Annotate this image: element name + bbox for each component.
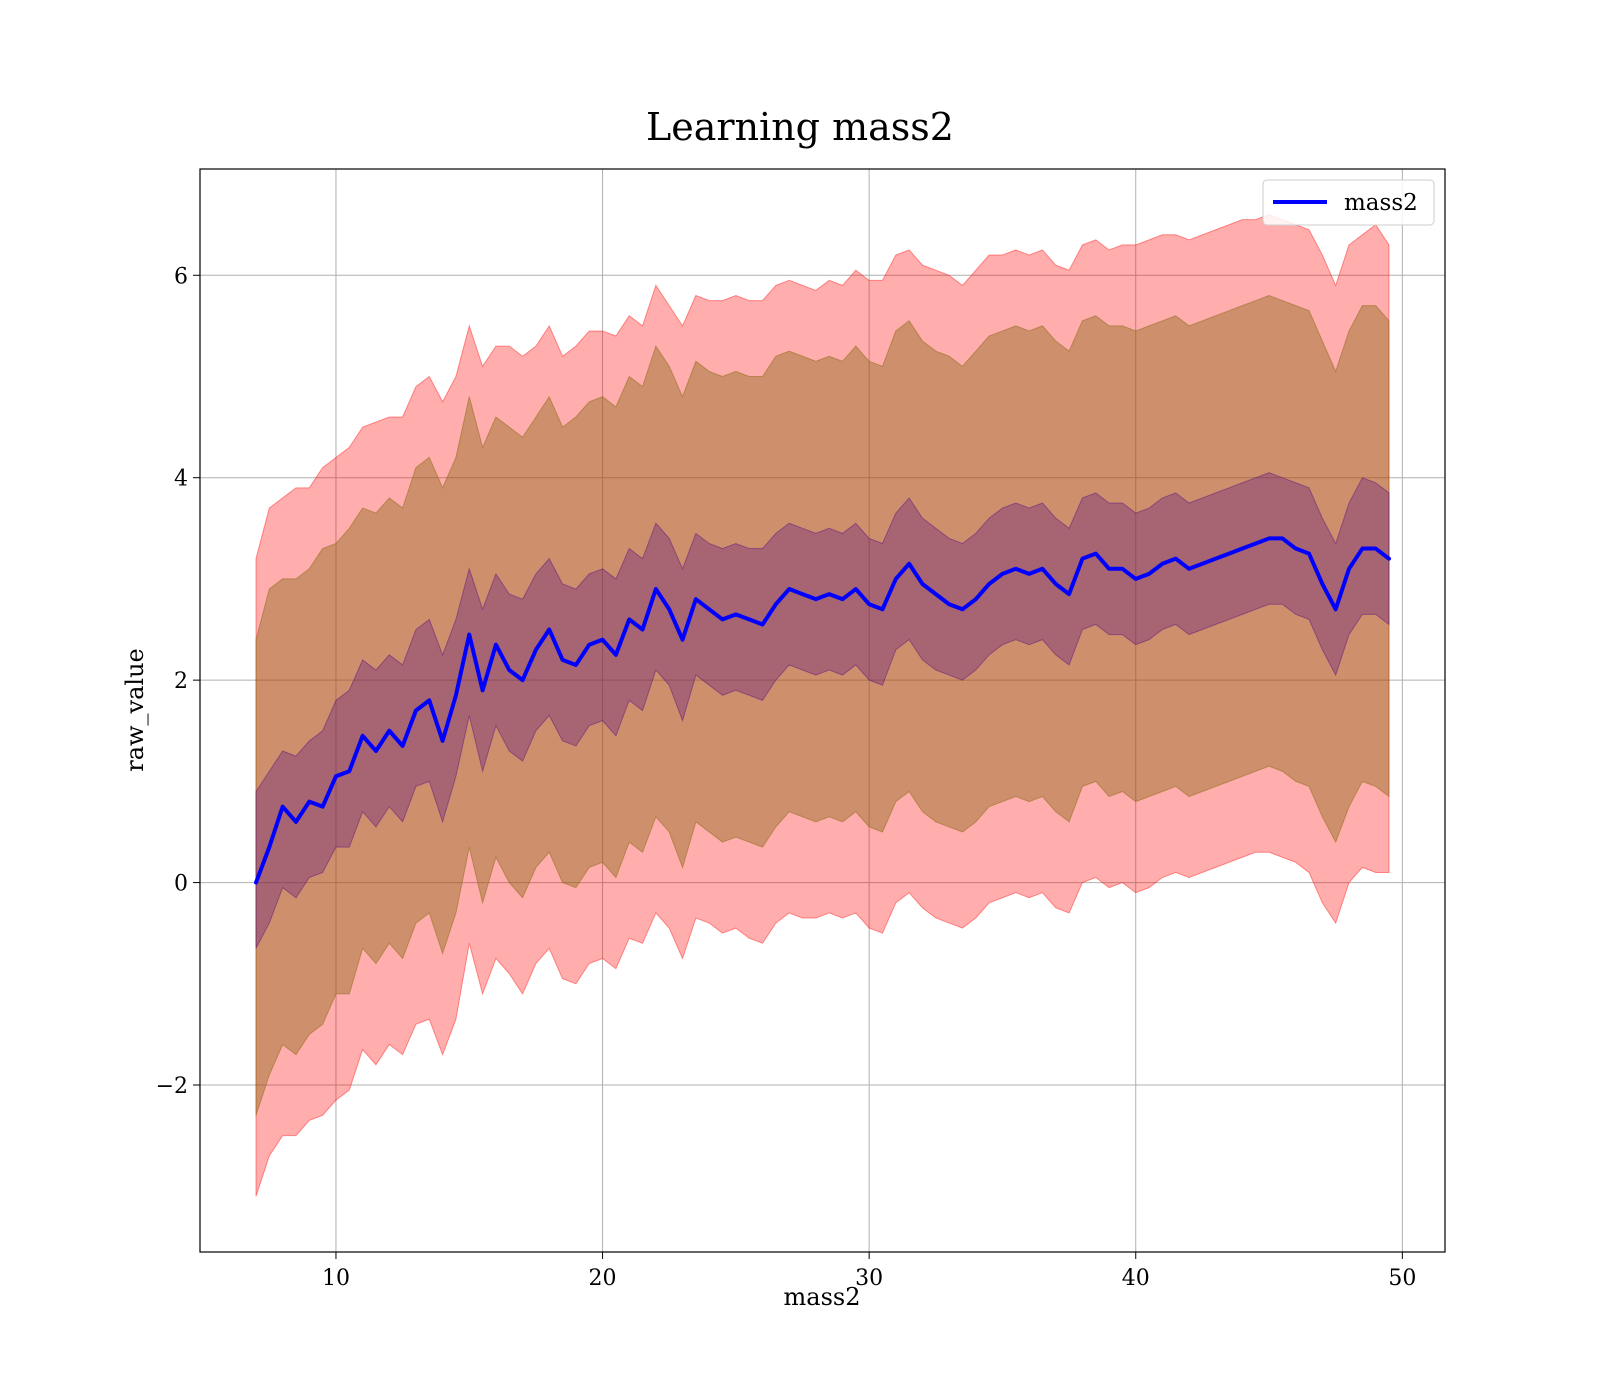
chart-title: Learning mass2 xyxy=(646,105,954,149)
band-outer xyxy=(255,214,1390,1197)
y-axis-ticks: −2 0 2 4 6 xyxy=(156,264,200,1099)
x-tick-label-0: 10 xyxy=(322,1266,350,1291)
y-tick-label-4: 6 xyxy=(174,264,188,289)
y-tick-label-1: 0 xyxy=(174,872,188,897)
y-axis-label: raw_value xyxy=(121,648,149,772)
x-tick-label-1: 20 xyxy=(589,1266,617,1291)
x-axis-label: mass2 xyxy=(784,1283,861,1311)
x-axis-ticks: 10 20 30 40 50 xyxy=(322,1252,1416,1291)
grid xyxy=(200,169,1445,1252)
y-tick-label-2: 2 xyxy=(174,669,188,694)
confidence-bands xyxy=(255,214,1390,1197)
x-tick-label-3: 40 xyxy=(1122,1266,1150,1291)
y-tick-label-3: 4 xyxy=(174,467,188,492)
band-middle xyxy=(255,294,1390,1116)
x-tick-label-2: 30 xyxy=(855,1266,883,1291)
mean-line-layer xyxy=(253,536,1392,885)
y-tick-label-0: −2 xyxy=(156,1074,188,1099)
plot-frame xyxy=(199,168,1446,1253)
series-line-mass2 xyxy=(253,536,1392,885)
legend: mass2 xyxy=(1262,179,1435,226)
legend-box xyxy=(1262,179,1435,226)
x-tick-label-4: 50 xyxy=(1388,1266,1416,1291)
band-inner xyxy=(255,472,1390,949)
legend-label-mass2: mass2 xyxy=(1344,190,1418,216)
